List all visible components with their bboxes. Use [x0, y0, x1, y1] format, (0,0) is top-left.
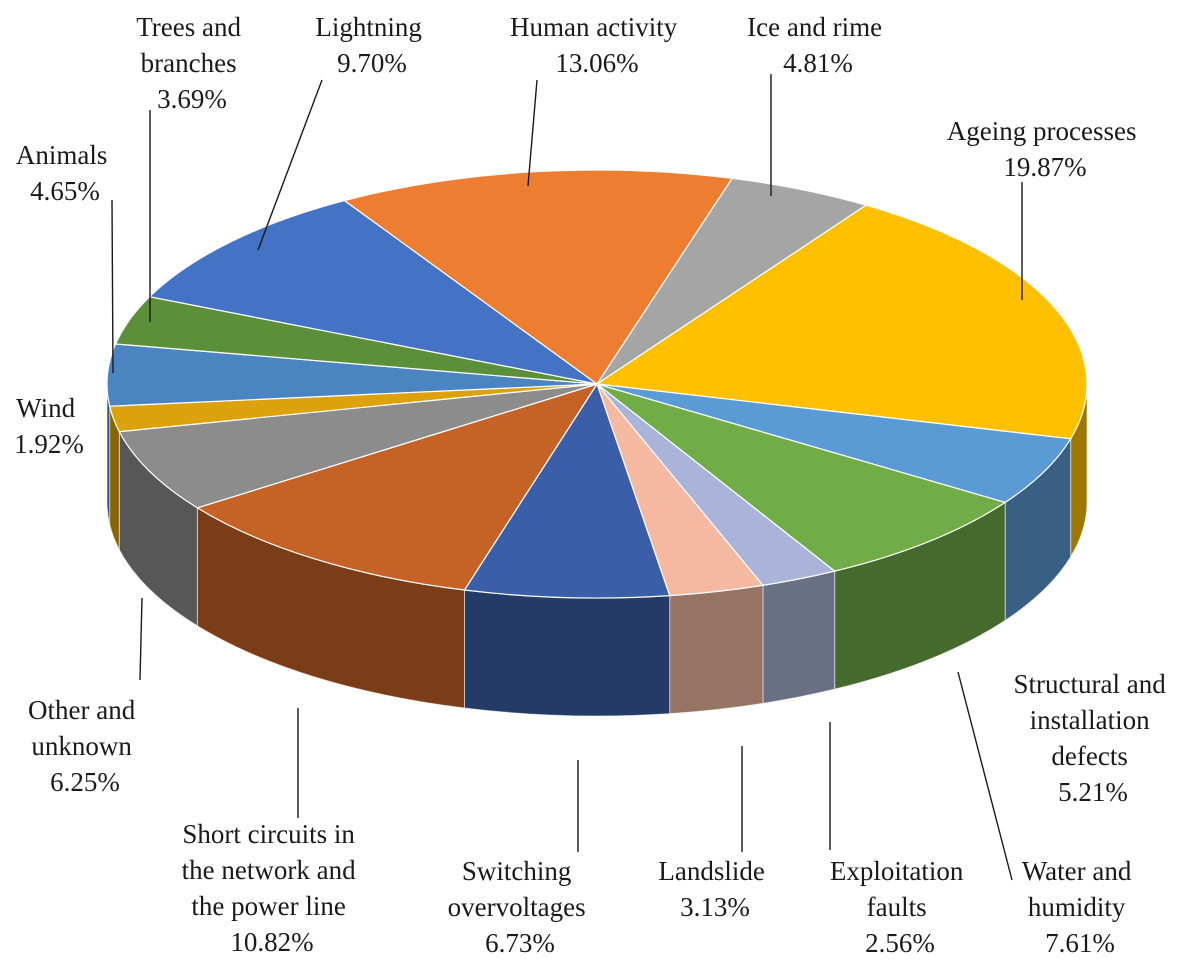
pie-top-slices	[106, 169, 1088, 599]
pie-slice-ageing-processes	[595, 204, 1088, 440]
pie-slice-structural-and-installation-defects	[596, 383, 1072, 504]
leader-line-human-activity	[527, 79, 538, 187]
label-leader-lines	[111, 74, 1023, 881]
label-structural-name-line1: Structural and	[1014, 669, 1167, 699]
label-short-circuits-value: 10.82%	[230, 927, 313, 957]
pie-slice-switching-overvoltages	[463, 382, 671, 599]
label-human-activity-value: 13.06%	[555, 48, 638, 78]
label-structural-name-line2: installation	[1030, 705, 1150, 735]
label-structural-value: 5.21%	[1058, 777, 1128, 807]
label-human-activity-name: Human activity	[510, 12, 678, 42]
pie-side-landslide	[669, 584, 764, 715]
label-ice-and-rime: Ice and rime 4.81%	[747, 12, 889, 78]
label-switching-name-line2: overvoltages	[448, 892, 586, 922]
label-human-activity: Human activity 13.06%	[510, 12, 684, 78]
label-landslide: Landslide 3.13%	[658, 856, 771, 922]
label-switching-overvoltages: Switching overvoltages 6.73%	[448, 856, 593, 958]
label-ageing-processes: Ageing processes 19.87%	[947, 116, 1143, 182]
label-water-name-line2: humidity	[1028, 892, 1126, 922]
pie-slice-ice-and-rime	[596, 177, 868, 385]
label-short-circuits-name-line3: the power line	[191, 891, 345, 921]
label-short-circuits: Short circuits in the network and the po…	[182, 819, 363, 957]
leader-line-animals	[111, 199, 114, 374]
label-ageing-processes-name: Ageing processes	[947, 116, 1137, 146]
label-short-circuits-name-line2: the network and	[182, 855, 356, 885]
label-exploitation-faults: Exploitation faults 2.56%	[830, 856, 970, 958]
label-animals-value: 4.65%	[30, 176, 100, 206]
pie-sides	[106, 383, 1088, 717]
label-water-name-line1: Water and	[1022, 856, 1132, 886]
label-ageing-processes-value: 19.87%	[1003, 152, 1086, 182]
label-other-and-unknown: Other and unknown 6.25%	[28, 695, 142, 797]
label-animals: Animals 4.65%	[16, 140, 114, 206]
label-lightning-value: 9.70%	[337, 48, 407, 78]
label-short-circuits-name-line1: Short circuits in	[182, 819, 355, 849]
label-landslide-value: 3.13%	[680, 892, 750, 922]
label-lightning: Lightning 9.70%	[315, 12, 428, 78]
pie-slice-lightning	[148, 199, 598, 385]
pie-side-exploitation-faults	[762, 570, 836, 704]
pie-slice-short-circuits-in-the-network-and-the-power-line	[195, 382, 599, 591]
label-trees-and-branches: Trees and branches 3.69%	[136, 12, 248, 114]
label-ice-and-rime-name: Ice and rime	[747, 12, 882, 42]
leader-line-lightning	[257, 79, 323, 251]
label-lightning-name: Lightning	[315, 12, 422, 42]
pie-slice-human-activity	[343, 169, 734, 385]
label-other-value: 6.25%	[50, 767, 120, 797]
label-structural-and-installation-defects: Structural and installation defects 5.21…	[1014, 669, 1173, 807]
label-trees-name-line2: branches	[141, 48, 237, 78]
label-switching-value: 6.73%	[485, 928, 555, 958]
label-exploitation-name-line1: Exploitation	[830, 856, 964, 886]
pie-slice-other-and-unknown	[118, 383, 598, 509]
label-trees-name-line1: Trees and	[136, 12, 241, 42]
label-water-and-humidity: Water and humidity 7.61%	[1022, 856, 1138, 958]
label-switching-name-line1: Switching	[462, 856, 572, 886]
label-exploitation-name-line2: faults	[867, 892, 927, 922]
label-exploitation-value: 2.56%	[865, 928, 935, 958]
label-water-value: 7.61%	[1045, 928, 1115, 958]
label-wind: Wind 1.92%	[14, 393, 84, 459]
label-other-name-line2: unknown	[31, 731, 132, 761]
leader-line-other-and-unknown	[139, 597, 143, 681]
pie-side-switching-overvoltages	[463, 589, 671, 717]
label-wind-name: Wind	[16, 393, 75, 423]
label-landslide-name: Landslide	[658, 856, 764, 886]
label-animals-name: Animals	[16, 140, 108, 170]
label-structural-name-line3: defects	[1051, 741, 1127, 771]
pie-slice-water-and-humidity	[596, 383, 1007, 572]
label-ice-and-rime-value: 4.81%	[783, 48, 853, 78]
label-trees-value: 3.69%	[157, 84, 227, 114]
leader-line-water-and-humidity	[957, 671, 1013, 881]
label-wind-value: 1.92%	[14, 429, 84, 459]
label-other-name-line1: Other and	[28, 695, 136, 725]
